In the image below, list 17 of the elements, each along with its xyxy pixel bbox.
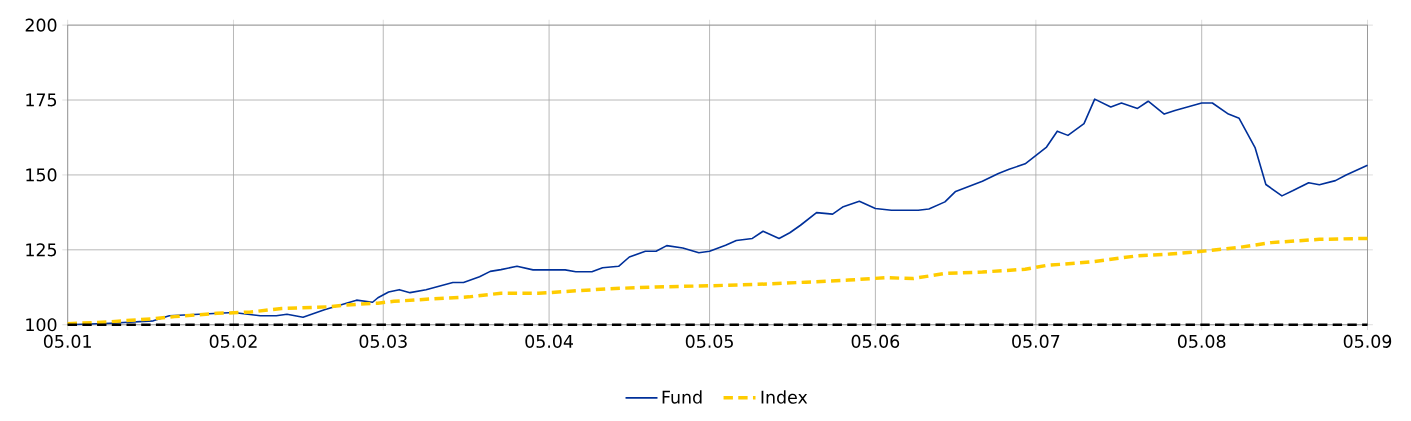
y-tick-label: 175 <box>26 93 57 107</box>
x-tick-label: 05.07 <box>1012 334 1060 348</box>
x-tick-label: 05.02 <box>209 334 257 348</box>
line-series <box>65 236 1370 326</box>
x-tick-label: 05.01 <box>43 334 91 348</box>
y-tick-label: 200 <box>25 18 57 32</box>
y-tick-label: 150 <box>26 168 57 182</box>
legend-label: Fund <box>662 390 702 404</box>
x-tick-label: 05.08 <box>1177 334 1226 348</box>
x-tick-label: 05.09 <box>1343 334 1392 348</box>
x-tick-label: 05.03 <box>359 334 407 348</box>
y-tick-label: 125 <box>26 243 57 257</box>
legend-label: Index <box>761 390 808 404</box>
x-tick-label: 05.06 <box>851 334 900 348</box>
y-tick-label: 100 <box>26 317 57 332</box>
x-tick-label: 05.04 <box>525 334 573 348</box>
x-tick-label: 05.05 <box>685 334 733 348</box>
